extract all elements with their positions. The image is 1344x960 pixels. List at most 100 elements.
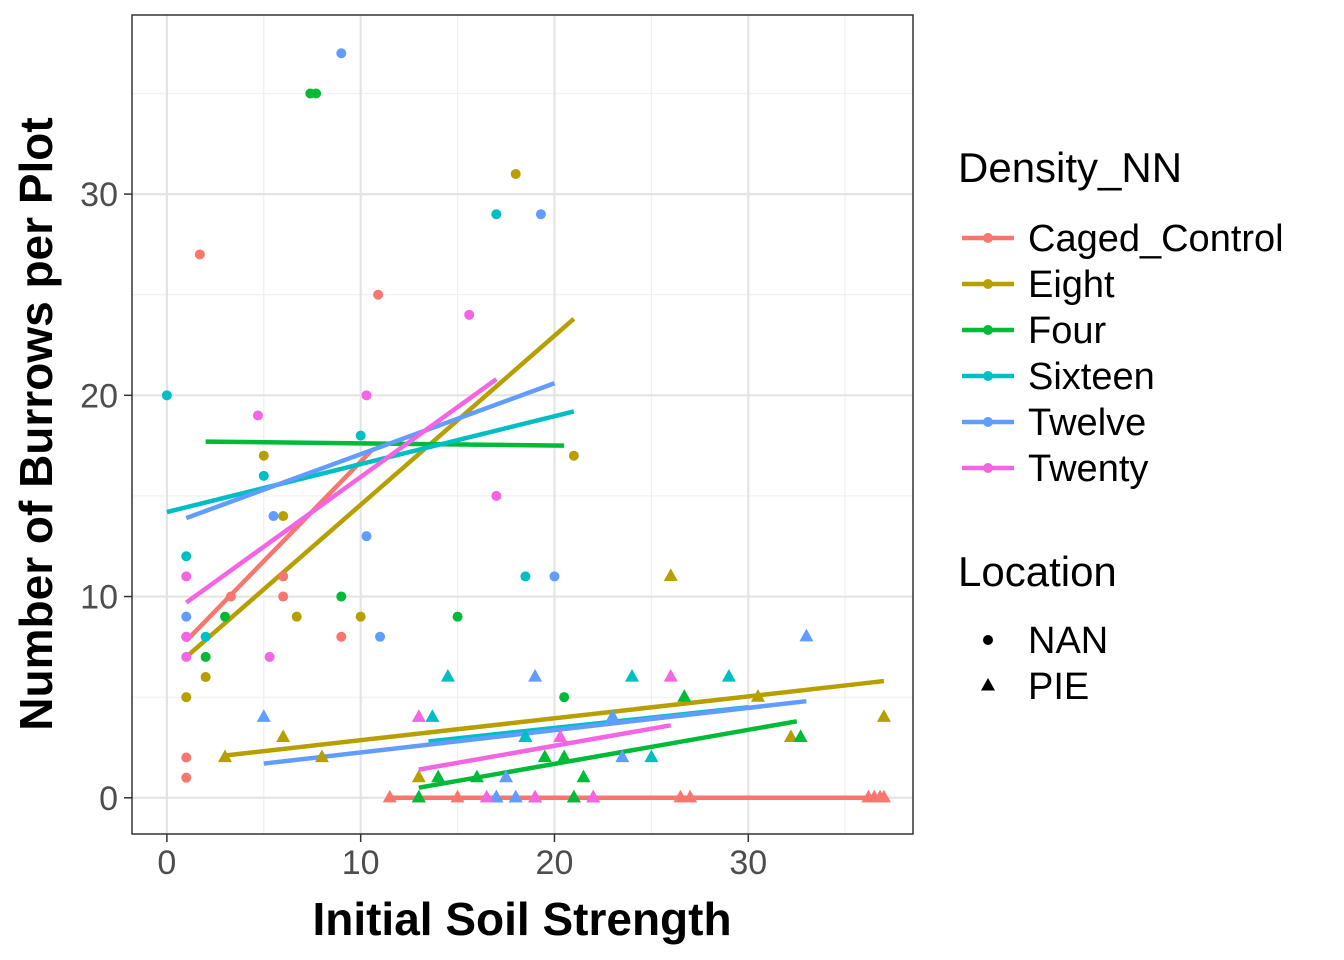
point-sixteen-nan [258,470,269,481]
regression-line-twelve-nan [185,381,556,521]
point-twenty-nan [491,490,502,501]
point-eight-pie [783,729,798,742]
point-eight-pie [218,749,233,763]
point-eight-pie [314,749,329,763]
point-twenty-pie [663,668,678,682]
point-twenty-pie [553,729,568,742]
regression-line-sixteen-nan [166,409,575,515]
regression-line-twelve-pie [263,698,807,766]
minor-gridlines [132,15,913,834]
point-twenty-pie [479,789,494,803]
y-tick-label: 20 [80,377,118,415]
point-caged_control-nan [373,289,384,300]
point-twelve-pie [799,628,814,642]
point-sixteen-pie [440,668,455,682]
shape-legend-title: Location [958,548,1117,595]
point-eight-nan [181,692,192,703]
color-legend: Caged_ControlEightFourSixteenTwelveTwent… [962,218,1284,490]
point-eight-nan [291,611,302,622]
legend-point-swatch [983,233,993,243]
point-twelve-nan [549,571,560,582]
y-axis-title: Number of Burrows per Plot [10,117,62,730]
point-eight-nan [510,168,521,179]
legend-point-swatch [983,463,993,473]
point-twenty-nan [181,631,192,642]
point-four-pie [793,729,808,742]
point-caged_control-pie [450,789,465,803]
panel-border [131,14,914,835]
point-twenty-nan [464,309,475,320]
point-caged_control-pie [683,789,698,803]
point-eight-nan [568,450,579,461]
legend-key-twenty [962,463,1014,473]
point-twenty-pie [586,789,601,803]
y-tick-label: 30 [80,176,118,214]
point-sixteen-nan [355,430,366,441]
regression-line-twenty-nan [184,377,498,605]
point-sixteen-pie [721,668,736,682]
y-tick-label: 0 [99,780,118,818]
data-points [161,48,891,803]
point-eight-pie [663,568,678,581]
legend-point-swatch [983,279,993,289]
legend-label-sixteen: Sixteen [1028,356,1155,398]
legend-key-sixteen [962,371,1014,381]
point-sixteen-nan [181,551,192,562]
point-twenty-nan [264,651,275,662]
point-four-nan [559,692,570,703]
point-twelve-nan [361,531,372,542]
point-four-nan [220,611,231,622]
point-four-nan [452,611,463,622]
point-eight-pie [750,689,765,702]
point-caged_control-nan [278,591,289,602]
legend-label-caged_control: Caged_Control [1028,218,1284,260]
legend-label-pie: PIE [1028,666,1089,708]
x-tick-label: 20 [536,844,574,882]
legend-point-swatch [983,417,993,427]
x-tick-label: 30 [729,844,767,882]
point-four-pie [557,749,572,763]
point-twelve-nan [375,631,386,642]
point-caged_control-nan [181,772,192,783]
point-twenty-nan [361,390,372,401]
point-sixteen-nan [491,209,502,220]
point-caged_control-nan [194,249,205,260]
point-twenty-pie [411,709,426,722]
regression-line-eight-nan [184,317,576,659]
point-sixteen-nan [520,571,531,582]
regression-lines [166,317,885,801]
regression-line-caged_control-nan [184,448,374,643]
point-twelve-nan [181,611,192,622]
point-caged_control-pie [382,789,397,803]
point-four-pie [469,769,484,783]
point-eight-nan [278,511,289,522]
point-four-pie [537,749,552,763]
point-twenty-nan [181,571,192,582]
point-eight-pie [276,729,291,742]
point-twelve-pie [605,709,620,722]
point-twelve-nan [336,48,347,59]
legend-label-twelve: Twelve [1028,402,1146,444]
legend-key-caged_control [962,233,1014,243]
point-twelve-pie [256,709,271,722]
regression-line-four-pie [418,719,798,790]
point-twelve-pie [499,769,514,783]
point-eight-nan [258,450,269,461]
point-four-pie [576,769,591,783]
point-twelve-nan [268,511,279,522]
point-sixteen-pie [644,749,659,763]
point-twelve-pie [615,749,630,763]
point-twenty-nan [252,410,263,421]
point-four-pie [411,789,426,803]
legend-label-nan: NAN [1028,620,1108,662]
point-four-nan [200,651,211,662]
x-tick-label: 10 [342,844,380,882]
y-tick-label: 10 [80,579,118,617]
legend-label-twenty: Twenty [1028,448,1148,490]
point-sixteen-pie [425,709,440,722]
point-twenty-nan [181,651,192,662]
point-twelve-pie [489,789,504,803]
point-caged_control-nan [336,631,347,642]
legend-key-eight [962,279,1014,289]
